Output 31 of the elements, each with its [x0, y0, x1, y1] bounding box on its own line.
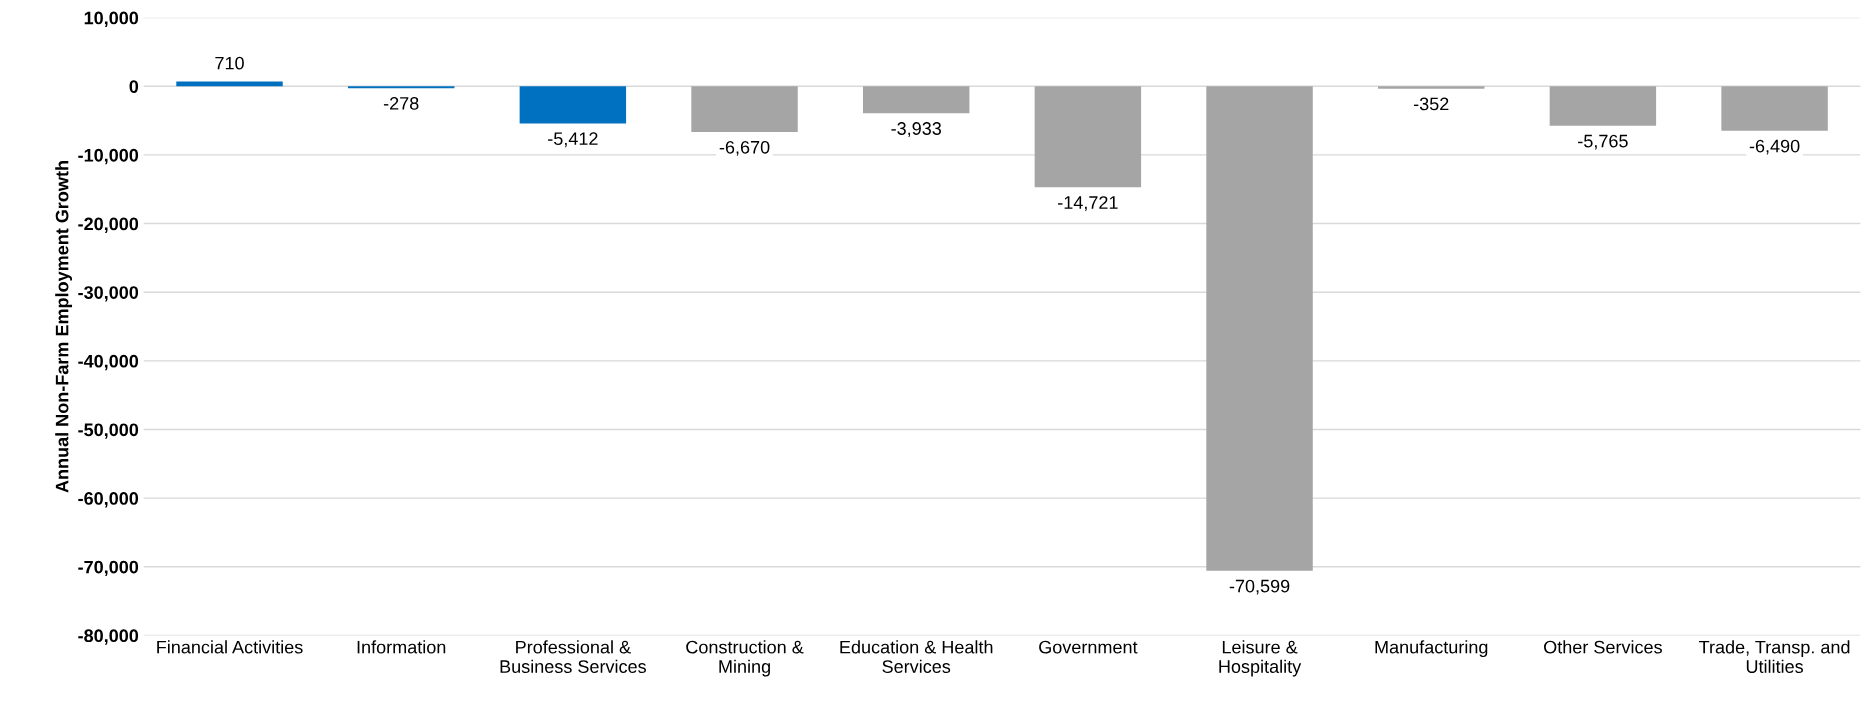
- y-tick-label: -40,000: [78, 354, 139, 371]
- data-label: -352: [1413, 97, 1449, 111]
- data-label: 710: [215, 56, 244, 70]
- x-tick-label: Manufacturing: [1375, 640, 1488, 658]
- x-tick-label: Information: [357, 640, 446, 654]
- y-axis-title: Annual Non-Farm Employment Growth: [55, 161, 73, 493]
- x-tick-label: Other Services: [1544, 640, 1662, 654]
- x-tick-label: Financial Activities: [157, 640, 303, 654]
- y-tick-label: -70,000: [78, 560, 139, 577]
- data-label: -5,765: [1578, 134, 1628, 150]
- x-tick-label: Professional & Business Services: [500, 640, 646, 673]
- data-label: -14,721: [1058, 196, 1118, 212]
- x-tick-label: Leisure & Hospitality: [1219, 640, 1302, 677]
- y-tick-label: -10,000: [78, 148, 139, 165]
- x-tick-label: Education & Health Services: [840, 640, 993, 673]
- y-tick-label: -80,000: [78, 629, 139, 645]
- x-tick-label: Construction & Mining: [686, 640, 804, 677]
- y-tick-label: -50,000: [78, 423, 139, 439]
- data-label: -70,599: [1229, 579, 1290, 595]
- x-tick-label: Trade, Transp. and Utilities: [1699, 640, 1850, 673]
- y-tick-label: 10,000: [84, 11, 139, 27]
- data-label: -5,412: [548, 132, 598, 148]
- y-tick-label: -60,000: [78, 492, 139, 508]
- data-label: -3,933: [891, 122, 942, 138]
- data-label: -278: [383, 97, 419, 110]
- y-tick-label: 0: [129, 80, 139, 94]
- x-tick-label: Government: [1039, 640, 1138, 654]
- y-tick-label: -20,000: [78, 217, 139, 233]
- y-tick-label: -30,000: [78, 286, 139, 302]
- data-label: -6,670: [719, 140, 770, 156]
- data-label: -6,490: [1749, 139, 1800, 155]
